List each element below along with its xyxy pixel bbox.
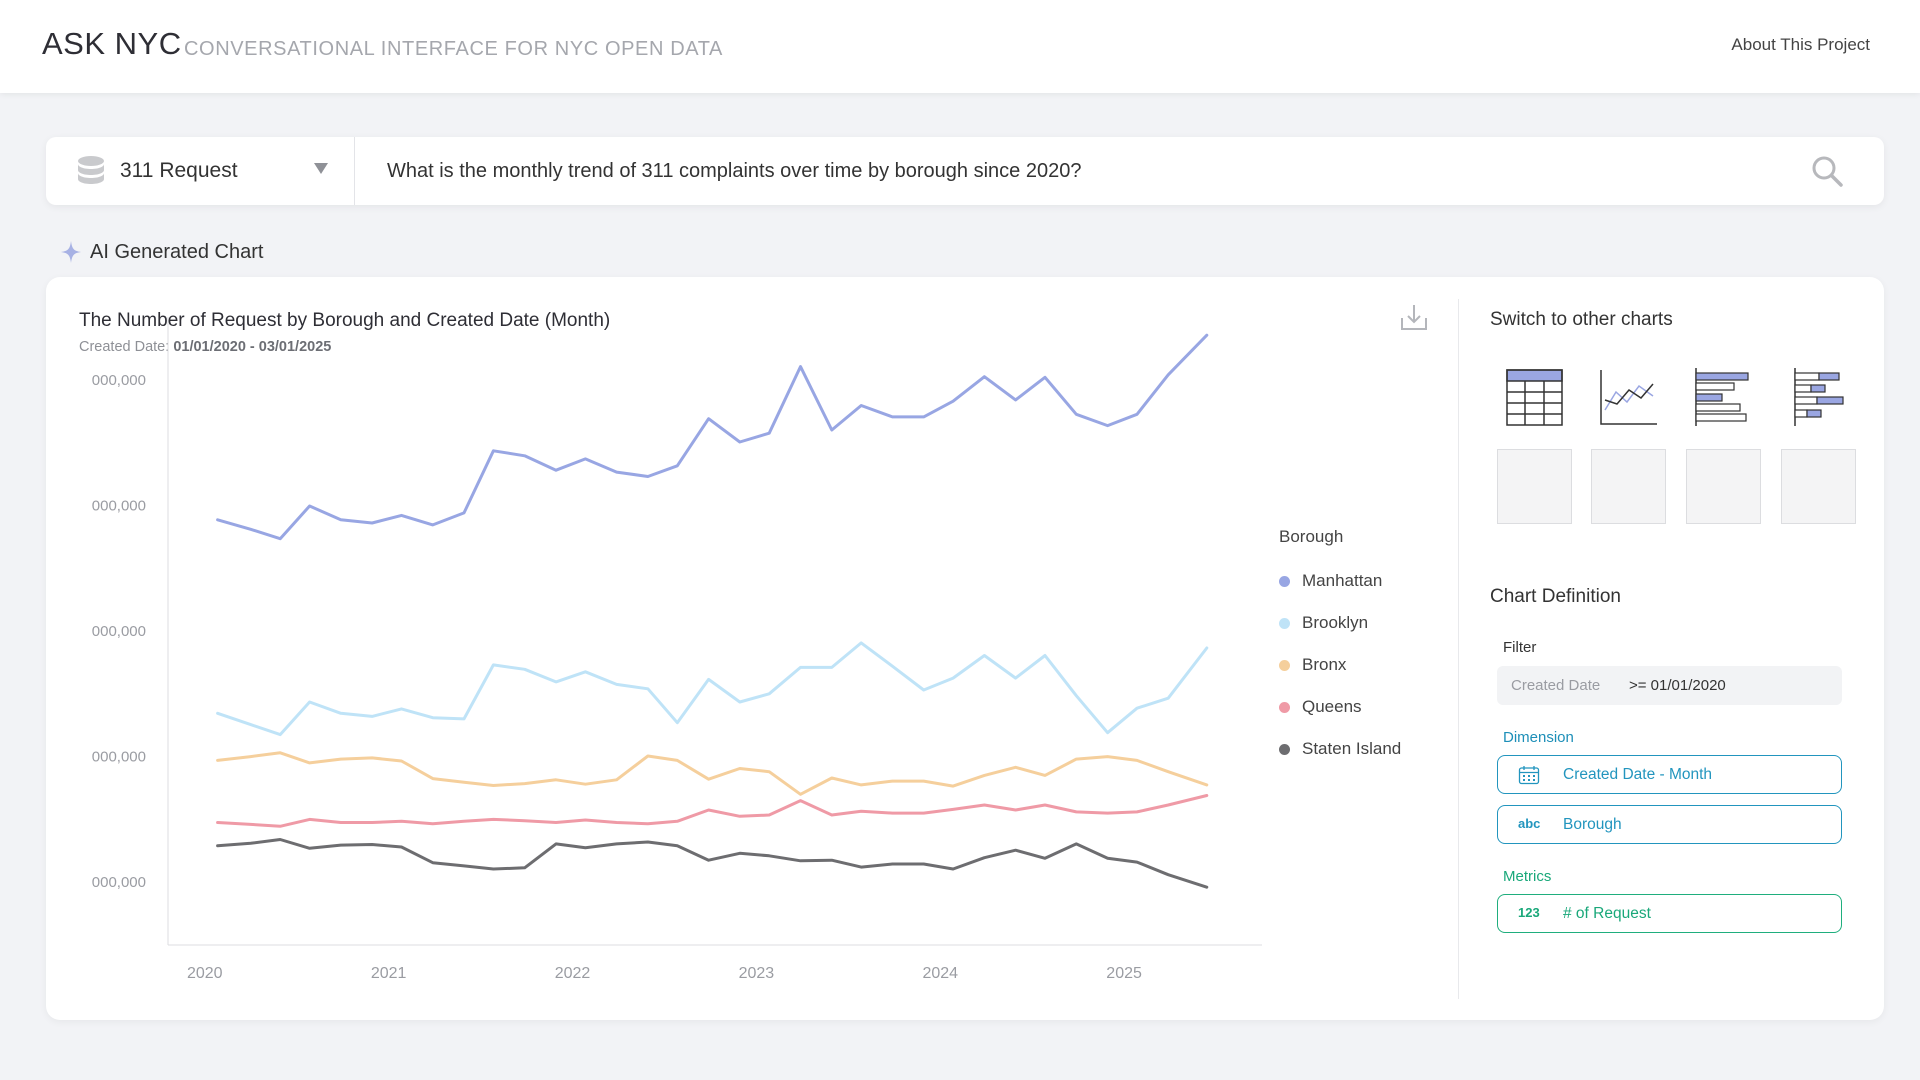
metric-label-text: # of Request xyxy=(1563,905,1651,922)
chart-card: The Number of Request by Borough and Cre… xyxy=(46,277,1884,1020)
metrics-label: Metrics xyxy=(1503,868,1552,885)
search-icon[interactable] xyxy=(1810,154,1844,188)
calendar-icon xyxy=(1518,766,1540,785)
legend-item-bronx[interactable]: Bronx xyxy=(1279,644,1401,686)
legend-dot xyxy=(1279,701,1290,713)
x-tick-label: 2025 xyxy=(1106,965,1142,982)
filter-chip[interactable]: Created Date >= 01/01/2020 xyxy=(1497,666,1842,705)
filter-value: >= 01/01/2020 xyxy=(1629,677,1726,694)
dataset-label: 311 Request xyxy=(120,159,238,182)
legend-dot xyxy=(1279,575,1290,587)
line-chart: 000,000 000,000 000,000 000,000 000,000 2020 2… xyxy=(92,317,1262,982)
x-tick-label: 2023 xyxy=(739,965,775,982)
chart-subtitle: Created Date: 01/01/2020 - 03/01/2025 xyxy=(79,339,331,355)
table-chart-icon[interactable] xyxy=(1497,360,1572,435)
chart-options-panel: Switch to other charts xyxy=(1490,277,1870,1020)
about-project-link[interactable]: About This Project xyxy=(1731,35,1870,54)
y-tick-label: 000,000 xyxy=(92,749,146,766)
filter-label: Filter xyxy=(1503,639,1537,656)
dimension-borough[interactable]: abc Borough xyxy=(1497,805,1842,844)
legend-dot xyxy=(1279,617,1290,629)
query-input[interactable] xyxy=(387,156,1787,186)
chart-type-placeholder[interactable] xyxy=(1781,449,1856,524)
chart-type-placeholder[interactable] xyxy=(1497,449,1572,524)
legend-dot xyxy=(1279,659,1290,671)
chart-type-placeholder[interactable] xyxy=(1686,449,1761,524)
series-line-brooklyn[interactable] xyxy=(216,641,1209,737)
y-tick-label: 000,000 xyxy=(92,372,146,389)
legend-dot xyxy=(1279,743,1290,755)
legend-label: Queens xyxy=(1302,697,1362,716)
chart-legend: Borough Manhattan Brooklyn Bronx Queens Stat… xyxy=(1279,527,1401,770)
legend-item-manhattan[interactable]: Manhattan xyxy=(1279,560,1401,602)
y-tick-label: 000,000 xyxy=(92,497,146,514)
metric-request-count[interactable]: 123 # of Request xyxy=(1497,894,1842,933)
filter-field: Created Date xyxy=(1511,677,1601,694)
legend-label: Staten Island xyxy=(1302,739,1402,758)
legend-item-queens[interactable]: Queens xyxy=(1279,686,1401,728)
app-logo[interactable]: ASK NYC xyxy=(42,26,182,61)
dimension-label: Dimension xyxy=(1503,729,1574,746)
line-chart-icon[interactable] xyxy=(1591,360,1666,435)
y-tick-label: 000,000 xyxy=(92,874,146,891)
panel-divider xyxy=(1458,299,1459,999)
series-line-queens[interactable] xyxy=(216,794,1209,828)
legend-item-staten-island[interactable]: Staten Island xyxy=(1279,728,1401,770)
x-tick-label: 2022 xyxy=(555,965,591,982)
number-type-icon: 123 xyxy=(1518,905,1540,920)
app-header: ASK NYC CONVERSATIONAL INTERFACE FOR NYC… xyxy=(0,0,1920,93)
legend-label: Brooklyn xyxy=(1302,613,1369,632)
chevron-down-icon xyxy=(314,163,328,174)
series-line-staten-island[interactable] xyxy=(216,838,1209,889)
download-icon[interactable] xyxy=(1398,302,1430,334)
ai-generated-label: AI Generated Chart xyxy=(90,241,264,263)
x-tick-label: 2024 xyxy=(922,965,958,982)
query-bar: 311 Request xyxy=(46,137,1884,205)
legend-item-brooklyn[interactable]: Brooklyn xyxy=(1279,602,1401,644)
dimension-created-date[interactable]: Created Date - Month xyxy=(1497,755,1842,794)
date-range-label: Created Date: xyxy=(79,339,170,355)
dimension-label-text: Created Date - Month xyxy=(1563,766,1713,783)
x-tick-label: 2021 xyxy=(371,965,407,982)
series-line-manhattan[interactable] xyxy=(216,333,1209,541)
chart-title: The Number of Request by Borough and Cre… xyxy=(79,310,611,331)
chart-type-placeholder[interactable] xyxy=(1591,449,1666,524)
legend-title: Borough xyxy=(1279,527,1344,546)
legend-label: Manhattan xyxy=(1302,571,1383,590)
database-icon xyxy=(78,156,104,184)
text-type-icon: abc xyxy=(1518,816,1541,831)
bar-chart-icon[interactable] xyxy=(1686,360,1761,435)
chart-definition-title: Chart Definition xyxy=(1490,586,1621,607)
switch-charts-title: Switch to other charts xyxy=(1490,309,1673,330)
series-line-bronx[interactable] xyxy=(216,751,1209,796)
sparkle-icon xyxy=(61,241,81,263)
y-tick-label: 000,000 xyxy=(92,623,146,640)
x-tick-label: 2020 xyxy=(187,965,223,982)
date-range-value: 01/01/2020 - 03/01/2025 xyxy=(173,339,332,355)
app-tagline: CONVERSATIONAL INTERFACE FOR NYC OPEN DA… xyxy=(184,38,723,60)
dimension-label-text: Borough xyxy=(1563,816,1622,833)
dataset-selector[interactable]: 311 Request xyxy=(46,137,355,205)
legend-label: Bronx xyxy=(1302,655,1347,674)
grouped-bar-chart-icon[interactable] xyxy=(1781,360,1856,435)
